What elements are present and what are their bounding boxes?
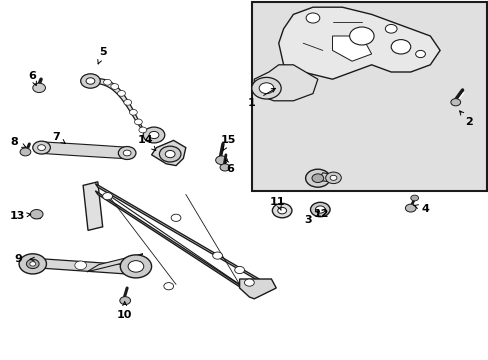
Polygon shape bbox=[315, 208, 325, 211]
Circle shape bbox=[220, 164, 229, 171]
Circle shape bbox=[415, 50, 425, 58]
Circle shape bbox=[134, 119, 142, 125]
Circle shape bbox=[19, 254, 46, 274]
Circle shape bbox=[30, 210, 43, 219]
Polygon shape bbox=[21, 259, 147, 274]
Circle shape bbox=[259, 83, 273, 94]
Polygon shape bbox=[95, 184, 261, 283]
Circle shape bbox=[38, 145, 45, 150]
Text: 14: 14 bbox=[138, 135, 153, 145]
Circle shape bbox=[277, 207, 286, 214]
Circle shape bbox=[123, 99, 131, 105]
Text: 5: 5 bbox=[99, 47, 106, 57]
Polygon shape bbox=[87, 254, 142, 272]
Text: 1: 1 bbox=[247, 98, 255, 108]
Circle shape bbox=[165, 150, 175, 158]
Circle shape bbox=[123, 150, 131, 156]
Polygon shape bbox=[151, 140, 185, 166]
Circle shape bbox=[325, 172, 341, 184]
Circle shape bbox=[103, 79, 111, 85]
Circle shape bbox=[410, 195, 418, 201]
Circle shape bbox=[81, 74, 100, 88]
Circle shape bbox=[251, 77, 281, 99]
Circle shape bbox=[86, 78, 95, 84]
Circle shape bbox=[118, 147, 136, 159]
Circle shape bbox=[305, 169, 329, 187]
Circle shape bbox=[390, 40, 410, 54]
Polygon shape bbox=[83, 182, 102, 230]
Text: 4: 4 bbox=[421, 204, 428, 214]
Circle shape bbox=[311, 174, 323, 183]
Text: 8: 8 bbox=[11, 137, 19, 147]
Circle shape bbox=[129, 109, 137, 115]
Circle shape bbox=[149, 131, 159, 139]
Circle shape bbox=[117, 90, 125, 96]
Circle shape bbox=[234, 266, 244, 274]
Circle shape bbox=[20, 148, 31, 156]
Circle shape bbox=[215, 156, 227, 165]
Text: 6: 6 bbox=[28, 71, 36, 81]
Text: 11: 11 bbox=[269, 197, 285, 207]
Text: 9: 9 bbox=[15, 254, 22, 264]
Circle shape bbox=[171, 214, 181, 221]
Text: 6: 6 bbox=[225, 164, 233, 174]
Circle shape bbox=[159, 146, 181, 162]
Text: 2: 2 bbox=[465, 117, 472, 127]
Polygon shape bbox=[41, 142, 127, 159]
Polygon shape bbox=[95, 191, 246, 292]
Circle shape bbox=[163, 283, 173, 290]
Circle shape bbox=[33, 83, 45, 93]
Text: 12: 12 bbox=[313, 209, 329, 219]
Text: 7: 7 bbox=[52, 132, 60, 142]
Polygon shape bbox=[254, 65, 317, 101]
Polygon shape bbox=[239, 279, 276, 299]
Circle shape bbox=[310, 202, 329, 217]
Text: 15: 15 bbox=[221, 135, 236, 145]
Circle shape bbox=[26, 259, 39, 269]
Circle shape bbox=[111, 84, 119, 89]
Polygon shape bbox=[88, 78, 156, 139]
Circle shape bbox=[75, 261, 86, 270]
Circle shape bbox=[329, 175, 336, 180]
Text: 13: 13 bbox=[9, 211, 25, 221]
Circle shape bbox=[102, 193, 112, 200]
Circle shape bbox=[244, 279, 254, 286]
Polygon shape bbox=[320, 173, 337, 182]
Circle shape bbox=[405, 204, 415, 212]
Circle shape bbox=[33, 141, 50, 154]
Circle shape bbox=[385, 24, 396, 33]
Polygon shape bbox=[278, 7, 439, 79]
Circle shape bbox=[349, 27, 373, 45]
Bar bbox=[251, 2, 486, 191]
Circle shape bbox=[30, 262, 36, 266]
Circle shape bbox=[450, 99, 460, 106]
Text: 10: 10 bbox=[117, 310, 132, 320]
Text: 3: 3 bbox=[304, 215, 311, 225]
Circle shape bbox=[139, 127, 146, 133]
Polygon shape bbox=[33, 211, 40, 218]
Circle shape bbox=[120, 297, 130, 305]
Circle shape bbox=[128, 261, 143, 272]
Circle shape bbox=[315, 206, 325, 213]
Circle shape bbox=[272, 203, 291, 218]
Circle shape bbox=[305, 13, 319, 23]
Polygon shape bbox=[332, 36, 371, 61]
Circle shape bbox=[120, 255, 151, 278]
Circle shape bbox=[212, 252, 222, 259]
Circle shape bbox=[143, 127, 164, 143]
